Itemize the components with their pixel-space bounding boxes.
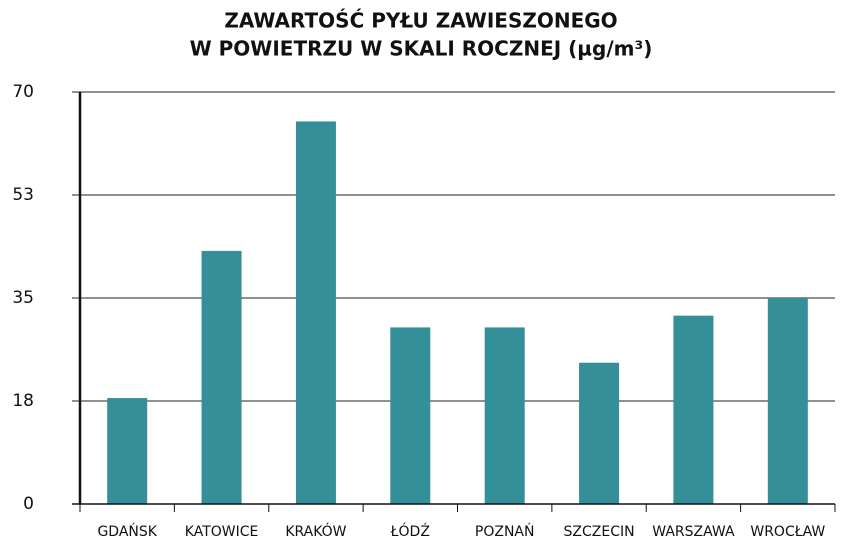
bar (579, 362, 620, 504)
y-tick-label: 35 (12, 288, 34, 308)
chart-title: W POWIETRZU W SKALI ROCZNEJ (µg/m³) (190, 37, 653, 61)
bar (484, 327, 525, 504)
bar (295, 121, 336, 504)
y-tick-label: 18 (12, 391, 34, 411)
x-tick-label: KRAKÓW (285, 522, 346, 540)
x-tick-label: SZCZECIN (564, 524, 635, 540)
y-tick-label: 70 (12, 82, 34, 102)
x-tick-label: GDAŃSK (97, 522, 157, 540)
x-tick-label: ŁÓDŹ (390, 522, 430, 540)
chart-title: ZAWARTOŚĆ PYŁU ZAWIESZONEGO (224, 9, 617, 33)
bar (673, 315, 714, 504)
x-tick-label: WROCŁAW (750, 524, 825, 540)
bar (390, 327, 431, 504)
bar (767, 298, 808, 504)
x-tick-label: WARSZAWA (652, 524, 735, 540)
bar (201, 250, 242, 504)
bar (107, 398, 148, 504)
y-tick-label: 0 (23, 494, 34, 514)
x-tick-label: KATOWICE (185, 524, 259, 540)
y-tick-label: 53 (12, 185, 34, 205)
x-tick-label: POZNAŃ (475, 522, 535, 540)
